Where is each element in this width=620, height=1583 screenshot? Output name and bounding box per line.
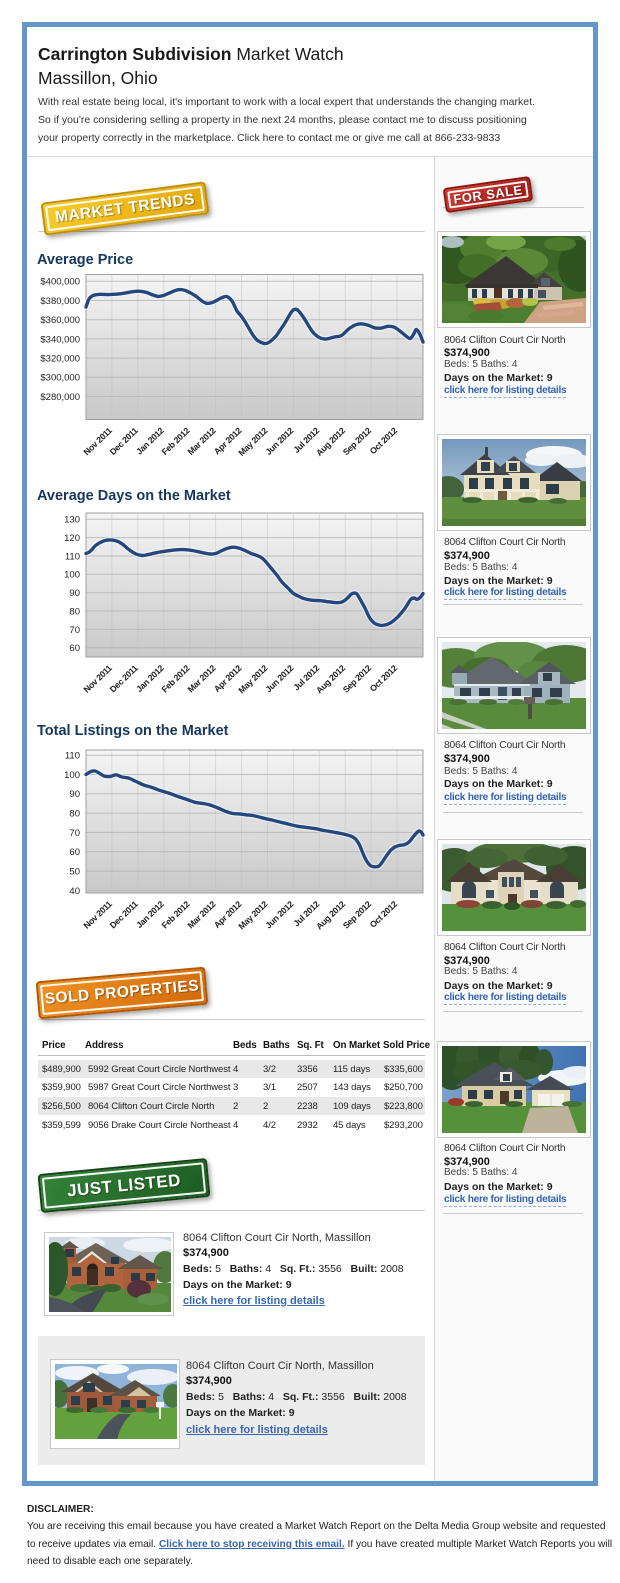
svg-text:May 2012: May 2012 [236, 899, 269, 932]
svg-text:130: 130 [64, 515, 80, 526]
svg-text:Jun 2012: Jun 2012 [263, 899, 295, 931]
svg-text:60: 60 [69, 847, 80, 858]
svg-text:40: 40 [69, 886, 80, 897]
svg-text:Mar 2012: Mar 2012 [186, 899, 218, 931]
svg-text:110: 110 [65, 751, 80, 762]
svg-text:50: 50 [69, 867, 80, 878]
svg-text:Dec 2011: Dec 2011 [108, 425, 140, 457]
svg-text:$300,000: $300,000 [40, 373, 80, 384]
svg-text:Mar 2012: Mar 2012 [186, 663, 218, 695]
svg-text:$320,000: $320,000 [40, 354, 80, 365]
svg-text:60: 60 [69, 643, 80, 654]
svg-text:Oct 2012: Oct 2012 [368, 663, 400, 694]
svg-text:120: 120 [64, 533, 80, 544]
svg-text:May 2012: May 2012 [236, 425, 269, 458]
svg-text:70: 70 [69, 625, 80, 636]
svg-text:Jun 2012: Jun 2012 [263, 425, 295, 457]
svg-text:Mar 2012: Mar 2012 [186, 425, 218, 457]
svg-text:80: 80 [69, 606, 80, 617]
svg-text:$280,000: $280,000 [40, 392, 80, 403]
svg-text:Oct 2012: Oct 2012 [368, 425, 400, 456]
svg-text:Dec 2011: Dec 2011 [108, 663, 140, 695]
svg-text:Jun 2012: Jun 2012 [263, 663, 295, 695]
svg-text:90: 90 [69, 789, 80, 800]
svg-text:$360,000: $360,000 [40, 315, 80, 326]
svg-text:100: 100 [64, 570, 80, 581]
svg-text:Sep 2012: Sep 2012 [341, 425, 374, 457]
svg-text:80: 80 [69, 809, 80, 820]
svg-text:110: 110 [65, 551, 80, 562]
svg-text:70: 70 [69, 828, 80, 839]
svg-text:$380,000: $380,000 [40, 296, 80, 307]
svg-text:May 2012: May 2012 [236, 663, 269, 696]
svg-text:$340,000: $340,000 [40, 334, 80, 345]
svg-text:100: 100 [64, 770, 80, 781]
svg-text:Dec 2011: Dec 2011 [108, 899, 140, 931]
svg-text:90: 90 [69, 588, 80, 599]
svg-text:Sep 2012: Sep 2012 [341, 899, 374, 931]
svg-text:$400,000: $400,000 [40, 277, 80, 288]
svg-text:Oct 2012: Oct 2012 [368, 899, 400, 930]
svg-text:Sep 2012: Sep 2012 [341, 663, 374, 695]
